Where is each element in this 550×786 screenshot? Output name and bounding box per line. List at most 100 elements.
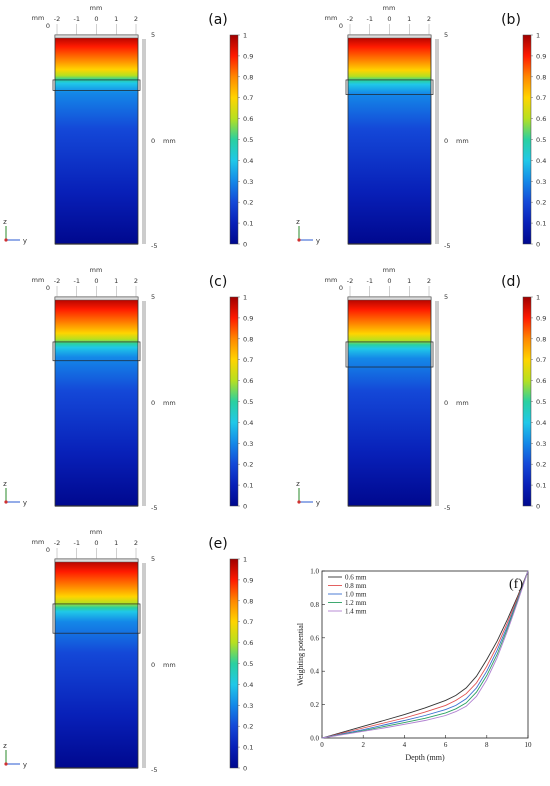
colorbar-tick-label: 1 — [536, 32, 540, 40]
y-tick-label: 0.4 — [310, 668, 319, 676]
z-tick-label: 0 — [151, 137, 155, 145]
colorbar-tick-label: 0.7 — [243, 356, 253, 364]
x-tick-label: 0 — [94, 15, 98, 23]
colorbar-tick-label: 0.2 — [536, 199, 546, 207]
colorbar-tick-label: 0.2 — [536, 461, 546, 469]
colorbar-tick-label: 0.1 — [243, 220, 253, 228]
colorbar — [229, 296, 239, 507]
colorbar — [522, 34, 532, 245]
z-tick-label: -5 — [151, 766, 157, 774]
colorbar-tick-label: 0.4 — [243, 681, 253, 689]
colorbar-tick-label: 1 — [243, 294, 247, 302]
z-tick-label: -5 — [151, 504, 157, 512]
triad-y-label: y — [23, 761, 27, 769]
triad-z-label: z — [296, 218, 300, 226]
side-shadow — [142, 39, 146, 244]
z-tick-label: 5 — [151, 555, 155, 563]
side-shadow — [142, 563, 146, 768]
x-tick-label: 2 — [427, 277, 431, 285]
x-tick-label: 0 — [94, 539, 98, 547]
colorbar-tick-label: 0.1 — [243, 482, 253, 490]
embedded-layer — [52, 79, 141, 91]
corner-zero-label: 0 — [46, 22, 50, 30]
z-tick-label: 5 — [444, 293, 448, 301]
colorbar-tick-label: 0.9 — [536, 52, 546, 60]
z-tick-label: -5 — [444, 242, 450, 250]
corner-zero-label: 0 — [339, 284, 343, 292]
z-axis-unit: mm — [456, 137, 469, 145]
colorbar — [522, 296, 532, 507]
series-line-2 — [321, 570, 529, 739]
x-tick-label: 6 — [444, 741, 448, 749]
embedded-layer — [345, 341, 434, 368]
y-tick-label: 0.6 — [310, 634, 319, 642]
colorbar-tick-label: 0.7 — [243, 618, 253, 626]
top-electrode — [347, 296, 432, 301]
colorbar-tick-label: 0 — [536, 241, 540, 249]
embedded-layer — [345, 79, 434, 95]
x-axis-label: Depth (mm) — [405, 753, 445, 762]
colorbar-tick-label: 0.2 — [243, 461, 253, 469]
colorbar-tick-label: 0.2 — [243, 199, 253, 207]
x-tick-label: 1 — [114, 277, 118, 285]
y-tick-label: 0.2 — [310, 701, 319, 709]
corner-unit-label: mm — [32, 276, 45, 284]
corner-zero-label: 0 — [339, 22, 343, 30]
z-axis-unit: mm — [456, 399, 469, 407]
colorbar-tick-label: 0.2 — [243, 723, 253, 731]
triad-y-label: y — [316, 499, 320, 507]
triad-z-label: z — [296, 480, 300, 488]
x-axis-unit: mm — [383, 4, 396, 12]
colorbar-tick-label: 0.7 — [243, 94, 253, 102]
triad-origin — [4, 762, 8, 766]
colorbar-tick-label: 0.5 — [243, 660, 253, 668]
z-tick-label: 5 — [151, 293, 155, 301]
colorbar-tick-label: 0.9 — [243, 576, 253, 584]
colorbar-tick-label: 0.3 — [243, 440, 253, 448]
colorbar-tick-label: 1 — [536, 294, 540, 302]
triad-y-label: y — [23, 499, 27, 507]
x-tick-label: 2 — [134, 15, 138, 23]
triad-z-label: z — [3, 742, 7, 750]
z-tick-label: 5 — [151, 31, 155, 39]
colorbar-tick-label: 0.3 — [243, 178, 253, 186]
x-tick-label: -1 — [367, 15, 373, 23]
panel-label: (c) — [209, 274, 228, 290]
colorbar-tick-label: 0.1 — [536, 482, 546, 490]
colorbar-tick-label: 0.6 — [536, 115, 546, 123]
colorbar-tick-label: 0.6 — [243, 377, 253, 385]
colorbar-tick-label: 0.7 — [536, 356, 546, 364]
top-electrode — [347, 34, 432, 39]
colorbar-tick-label: 1 — [243, 556, 247, 564]
corner-unit-label: mm — [32, 14, 45, 22]
triad-z-label: z — [3, 218, 7, 226]
z-tick-label: 0 — [151, 661, 155, 669]
colorbar-tick-label: 0.8 — [243, 597, 253, 605]
corner-zero-label: 0 — [46, 546, 50, 554]
x-tick-label: -2 — [347, 277, 353, 285]
x-tick-label: 1 — [114, 539, 118, 547]
colorbar-tick-label: 0.5 — [536, 398, 546, 406]
corner-unit-label: mm — [325, 276, 338, 284]
series-line-4 — [321, 570, 529, 739]
colorbar-tick-label: 0.5 — [536, 136, 546, 144]
z-tick-label: -5 — [444, 504, 450, 512]
colorbar — [229, 34, 239, 245]
x-tick-label: 1 — [114, 15, 118, 23]
triad-origin — [4, 500, 8, 504]
x-tick-label: -2 — [54, 539, 60, 547]
plot-frame — [321, 570, 529, 739]
triad-origin — [297, 238, 301, 242]
z-tick-label: 0 — [444, 399, 448, 407]
colorbar-tick-label: 0.9 — [243, 314, 253, 322]
y-tick-label: 0.0 — [310, 735, 319, 743]
x-tick-label: 0 — [94, 277, 98, 285]
potential-domain — [347, 296, 432, 507]
colorbar-tick-label: 0 — [536, 503, 540, 511]
colorbar-tick-label: 0.5 — [243, 398, 253, 406]
legend-entry: 1.0 mm — [345, 591, 367, 599]
x-tick-label: -2 — [347, 15, 353, 23]
